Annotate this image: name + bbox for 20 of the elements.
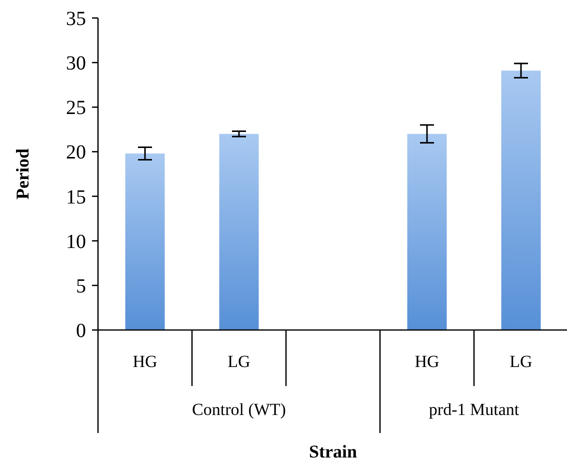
text: Control (WT) <box>192 400 286 419</box>
y-tick-label: 10 <box>66 230 86 253</box>
y-tick-label: 15 <box>66 186 86 208</box>
text: prd-1 Mutant <box>428 400 520 419</box>
y-tick-label: 0 <box>76 320 86 342</box>
bar <box>407 134 447 330</box>
x-axis-title: Strain <box>308 441 358 462</box>
y-tick-label: 30 <box>66 52 86 75</box>
y-tick-label: 5 <box>76 275 86 298</box>
bar <box>125 153 165 330</box>
bar <box>501 70 541 330</box>
x-tick-label: LG <box>228 352 250 371</box>
y-tick-label: 35 <box>66 8 86 30</box>
bar <box>219 134 259 330</box>
x-tick-label: HG <box>414 352 440 371</box>
y-tick-label: 25 <box>66 97 86 120</box>
x-tick-label: HG <box>132 352 158 371</box>
x-tick-label: LG <box>510 352 532 371</box>
y-axis-title: Period <box>12 148 32 200</box>
y-tick-label: 20 <box>66 142 86 164</box>
